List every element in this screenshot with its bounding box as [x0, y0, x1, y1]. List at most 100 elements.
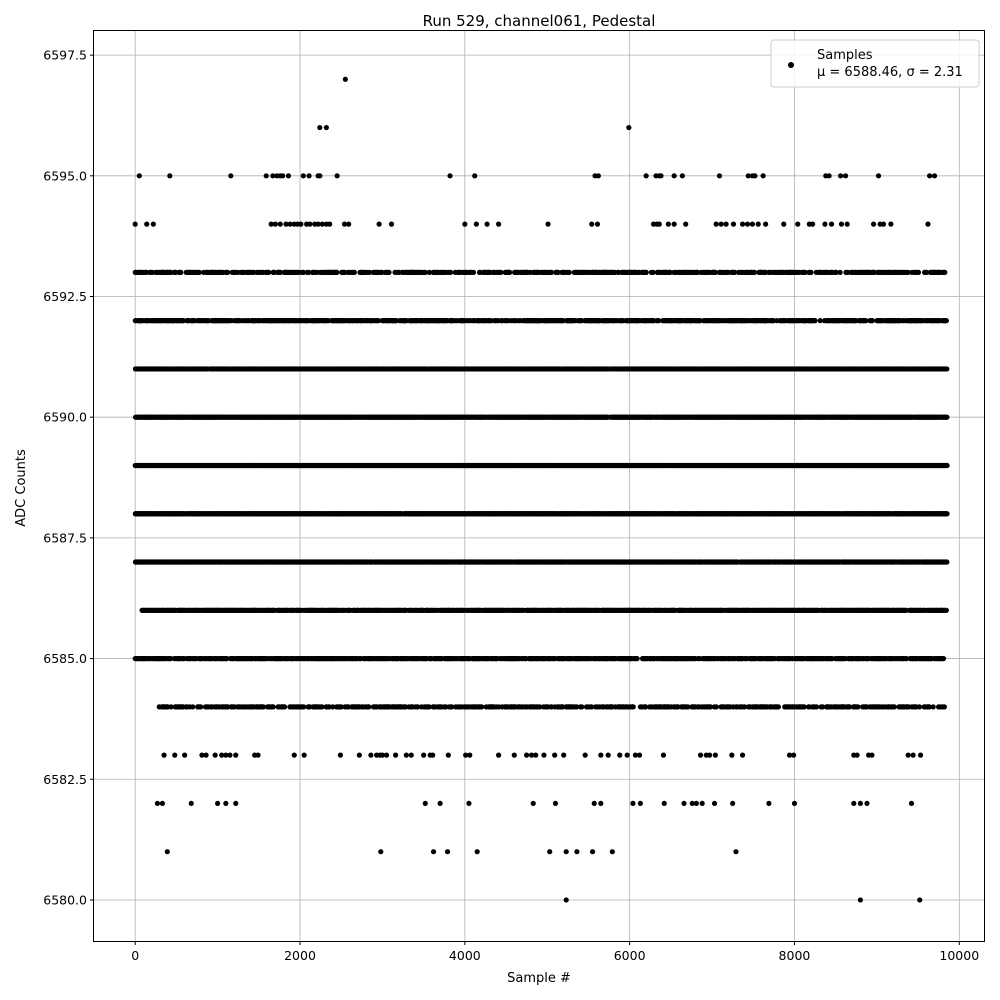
- data-point: [594, 221, 601, 227]
- data-point: [268, 221, 274, 227]
- data-point: [870, 221, 877, 227]
- data-point: [763, 221, 769, 227]
- data-point: [507, 269, 513, 275]
- data-point: [667, 269, 673, 275]
- data-point: [931, 173, 938, 179]
- data-point: [376, 221, 382, 227]
- data-point: [752, 173, 758, 179]
- data-point: [844, 221, 850, 227]
- data-point: [732, 269, 738, 275]
- data-point: [683, 221, 689, 227]
- data-point: [755, 221, 761, 227]
- data-point: [496, 221, 502, 227]
- data-point: [317, 173, 323, 179]
- data-point: [300, 173, 306, 179]
- data-point: [426, 269, 433, 275]
- data-point: [285, 173, 292, 179]
- data-point: [144, 221, 150, 227]
- data-point: [795, 221, 801, 227]
- data-point: [277, 269, 283, 275]
- data-point: [838, 221, 845, 227]
- data-point: [447, 173, 453, 179]
- data-point: [781, 221, 787, 227]
- data-point: [880, 221, 887, 227]
- data-point: [671, 173, 677, 179]
- data-point: [277, 221, 283, 227]
- data-point: [808, 269, 814, 275]
- data-point: [745, 173, 751, 179]
- data-point: [283, 221, 289, 227]
- data-point: [317, 124, 323, 131]
- data-point: [744, 221, 751, 227]
- data-point: [386, 269, 392, 275]
- data-point: [470, 269, 477, 275]
- data-point: [150, 221, 156, 227]
- data-point: [802, 269, 808, 275]
- data-point: [351, 269, 357, 275]
- data-point: [656, 318, 662, 324]
- data-point: [643, 269, 649, 275]
- data-point: [280, 173, 286, 179]
- data-point: [943, 318, 949, 324]
- data-point: [905, 269, 911, 275]
- data-point: [925, 221, 931, 227]
- data-point: [307, 221, 313, 227]
- data-point: [833, 269, 839, 275]
- data-point: [739, 221, 746, 227]
- data-point: [272, 221, 278, 227]
- data-point: [132, 221, 138, 227]
- data-point: [447, 269, 454, 275]
- data-point: [626, 124, 632, 131]
- data-point: [589, 221, 595, 227]
- data-point: [375, 318, 382, 324]
- data-point: [812, 318, 818, 324]
- data-point: [306, 269, 312, 275]
- data-point: [927, 173, 933, 179]
- data-point: [228, 173, 234, 179]
- points-layer: [132, 76, 950, 903]
- data-point: [671, 221, 677, 227]
- data-point: [342, 76, 348, 82]
- data-point: [828, 221, 835, 227]
- data-point: [665, 221, 671, 227]
- data-point: [298, 221, 304, 227]
- data-point: [462, 221, 468, 227]
- data-point: [822, 221, 828, 227]
- data-point: [869, 318, 876, 324]
- data-point: [548, 269, 555, 275]
- data-point: [760, 173, 766, 179]
- data-point: [863, 318, 869, 324]
- data-point: [484, 221, 490, 227]
- data-point: [270, 173, 276, 179]
- data-point: [643, 173, 649, 179]
- data-point: [306, 173, 312, 179]
- data-point: [266, 269, 272, 275]
- data-point: [944, 462, 950, 469]
- data-point: [167, 173, 173, 179]
- data-point: [749, 221, 756, 227]
- data-point: [225, 269, 231, 275]
- data-point: [809, 221, 816, 227]
- data-point: [327, 221, 333, 227]
- data-point: [923, 269, 930, 275]
- data-point: [842, 173, 849, 179]
- data-point: [319, 221, 325, 227]
- data-point: [838, 173, 844, 179]
- data-point: [263, 173, 269, 179]
- data-point: [723, 221, 729, 227]
- data-point: [712, 269, 718, 275]
- data-point: [300, 269, 307, 275]
- data-point: [944, 366, 950, 372]
- data-point: [334, 173, 340, 179]
- data-point: [658, 173, 664, 179]
- data-point: [837, 269, 843, 275]
- data-point: [915, 269, 922, 275]
- data-point: [422, 269, 429, 275]
- data-point: [650, 269, 656, 275]
- data-point: [287, 221, 293, 227]
- data-point: [944, 414, 950, 420]
- data-point: [751, 269, 758, 275]
